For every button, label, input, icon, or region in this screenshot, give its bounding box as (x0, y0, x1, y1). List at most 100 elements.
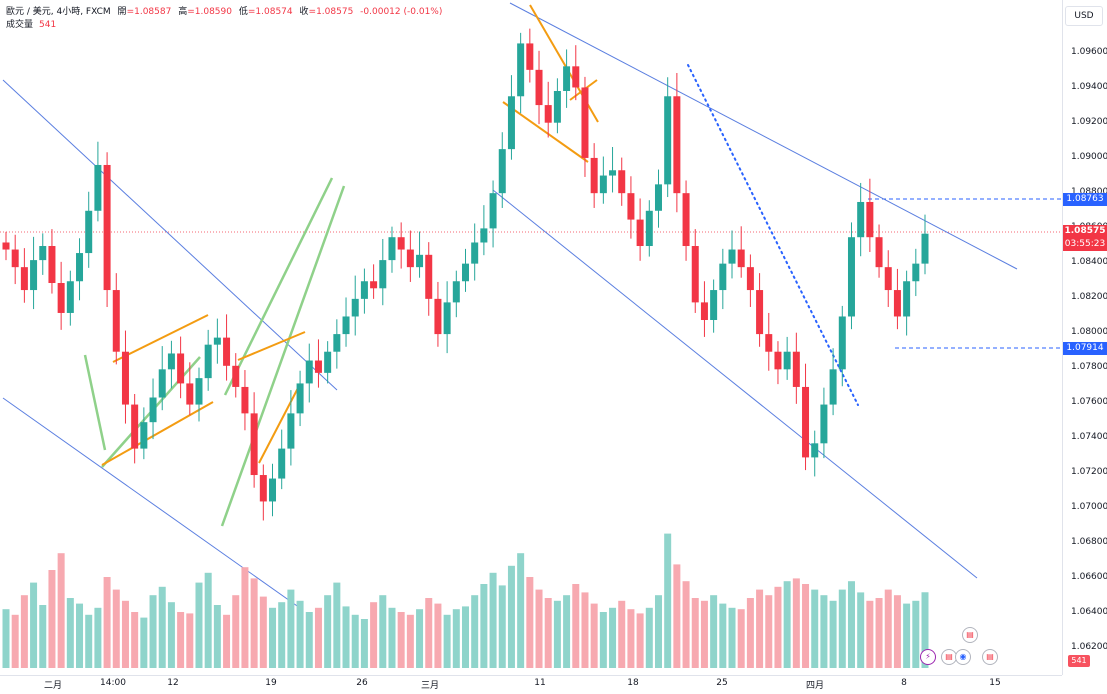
candle-body (847, 237, 855, 317)
candle-body (811, 443, 819, 458)
trendline-lower-left[interactable] (2, 397, 301, 609)
volume-bar (664, 533, 672, 668)
volume-bar (462, 606, 469, 668)
candle-body (544, 105, 552, 123)
volume-bar (296, 600, 304, 668)
candle-body (572, 66, 580, 88)
candle-body (416, 254, 424, 268)
green-channel-1b[interactable] (83, 354, 107, 451)
time-tick: 19 (265, 678, 277, 688)
time-axis[interactable]: 二月 14:00 12 19 26 三月 11 18 25 四月 8 15 (0, 675, 1062, 694)
last-price-badge: 1.08575 (1063, 225, 1107, 238)
volume-bar (884, 589, 892, 668)
candle-body (278, 448, 286, 479)
trendline-upper-left[interactable] (2, 79, 338, 391)
volume-bar (434, 603, 442, 668)
volume-label[interactable]: 成交量 (6, 20, 34, 30)
volume-bar (213, 605, 221, 668)
candle-body (388, 237, 396, 261)
volume-bar (11, 614, 19, 668)
volume-bar (774, 586, 782, 668)
candle-body (746, 267, 754, 291)
volume-bar (710, 595, 718, 668)
candle-body (85, 210, 93, 254)
volume-bars-group (2, 533, 929, 668)
volume-bar (783, 581, 791, 668)
candle-body (2, 242, 10, 250)
volume-bar (792, 578, 800, 668)
candle-body (324, 351, 332, 373)
price-axis[interactable]: 1.096001.094001.092001.090001.088001.086… (1062, 0, 1107, 675)
price-tick: 1.06600 (1071, 572, 1107, 582)
volume-bar (719, 603, 727, 668)
volume-bar (30, 582, 38, 668)
volume-value: 541 (39, 20, 57, 30)
flag-event-icon[interactable]: ▤ (962, 627, 978, 643)
high-level-badge: 1.08763 (1063, 193, 1107, 206)
candle-body (645, 210, 653, 247)
candle-body (406, 249, 414, 268)
time-tick: 15 (989, 678, 1001, 688)
open-label: 開 (117, 7, 127, 17)
orange-flag-1-bottom[interactable] (101, 401, 214, 466)
candle-body (609, 170, 617, 176)
candle-body (66, 281, 74, 313)
time-tick: 12 (167, 678, 179, 688)
flash-event-icon[interactable]: ⚡ (920, 649, 936, 665)
flag-event-icon[interactable]: ◉ (955, 649, 971, 665)
symbol-title[interactable]: 歐元 / 美元, 4小時, FXCM (6, 7, 111, 17)
orange-flag-2-bottom[interactable] (258, 387, 299, 464)
flag-event-icon[interactable]: ▤ (982, 649, 998, 665)
trendline-support[interactable] (492, 189, 978, 579)
volume-bar (94, 607, 102, 668)
candle-body (921, 233, 929, 264)
volume-bar (682, 581, 690, 668)
candle-body (719, 263, 727, 291)
candle-body (131, 404, 139, 449)
volume-bar (397, 612, 405, 668)
volume-bar (278, 602, 286, 668)
candle-body (820, 404, 828, 444)
candle-body (774, 351, 782, 370)
volume-bar (333, 582, 341, 668)
volume-bar (673, 564, 681, 668)
candle-body (213, 337, 221, 345)
candle-body (471, 242, 479, 264)
volume-bar (131, 612, 139, 668)
candle-body (700, 302, 708, 321)
trendline-resistance[interactable] (509, 2, 1018, 270)
price-tick: 1.08200 (1071, 292, 1107, 302)
candle-body (57, 283, 65, 313)
green-channel-2b[interactable] (220, 185, 346, 527)
currency-selector[interactable]: USD (1065, 6, 1103, 26)
candle-body (76, 253, 84, 282)
low-level-badge: 1.07914 (1063, 342, 1107, 355)
price-tick: 1.07200 (1071, 467, 1107, 477)
time-tick: 二月 (43, 681, 63, 691)
volume-bar (39, 605, 47, 668)
candle-body (884, 267, 892, 291)
orange-wedge-bottom[interactable] (502, 101, 589, 163)
volume-bar (379, 595, 387, 668)
flag-event-icon[interactable]: ▤ (941, 649, 957, 665)
volume-bar (847, 581, 855, 668)
candle-body (370, 281, 378, 289)
volume-bar (866, 600, 874, 668)
candle-body (204, 344, 212, 379)
volume-bar (204, 572, 212, 668)
volume-bar (756, 589, 764, 668)
price-tick: 1.06200 (1071, 642, 1107, 652)
volume-bar (167, 602, 175, 668)
price-tick: 1.07800 (1071, 362, 1107, 372)
volume-bar (121, 600, 129, 668)
candle-body (526, 43, 534, 70)
dotted-trendline[interactable] (687, 64, 859, 406)
volume-bar (737, 609, 745, 668)
volume-bar (20, 595, 28, 668)
orange-flag-2-top[interactable] (237, 331, 306, 361)
time-tick: 四月 (805, 681, 825, 691)
candle-body (443, 302, 451, 335)
candle-body (682, 193, 690, 247)
high-label: 高 (178, 7, 188, 17)
price-chart[interactable] (0, 0, 1062, 675)
